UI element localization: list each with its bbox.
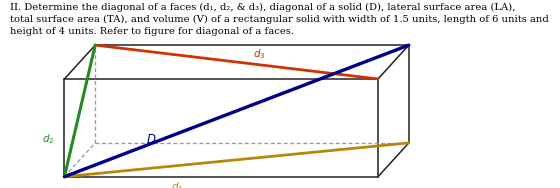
- Text: II. Determine the diagonal of a faces (d₁, d₂, & d₃), diagonal of a solid (D), l: II. Determine the diagonal of a faces (d…: [10, 3, 549, 36]
- Text: $d_1$: $d_1$: [171, 180, 184, 188]
- Text: $d_2$: $d_2$: [42, 133, 54, 146]
- Text: $d_3$: $d_3$: [253, 48, 265, 61]
- Text: $D$: $D$: [146, 133, 156, 146]
